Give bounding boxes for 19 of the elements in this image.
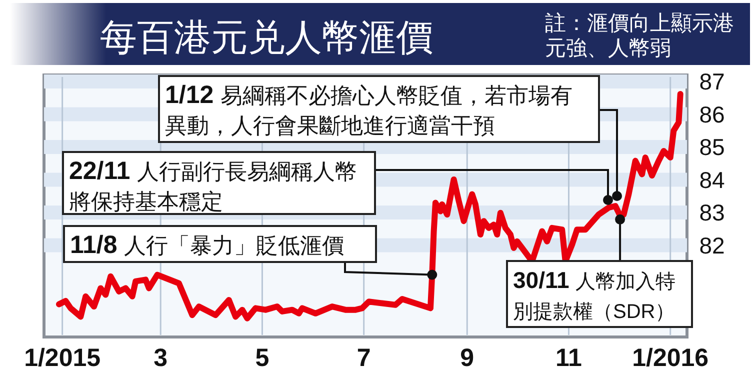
x-tick-label: 1/2015 [24, 344, 101, 372]
annotation: 1/12 易綱稱不必擔心人幣貶值，若市場有異動，人行會果斷地進行適當干預 [165, 81, 573, 138]
y-tick-label: 82 [699, 232, 725, 258]
y-tick-label: 84 [699, 166, 725, 193]
y-tick-label: 85 [699, 134, 725, 160]
x-tick-label: 1/2016 [632, 344, 709, 372]
y-tick-label: 86 [699, 101, 725, 128]
annotation: 30/11 人幣加入特別提款權（SDR） [513, 267, 676, 323]
x-tick-label: 7 [356, 344, 371, 372]
x-tick-label: 3 [154, 344, 168, 372]
y-tick-label: 83 [699, 200, 725, 226]
chart-subtitle: 註：滙價向上顯示港元強、人幣弱 [545, 12, 734, 60]
x-tick-label: 9 [460, 344, 474, 372]
annotation: 11/8 人行「暴力」貶低滙價 [70, 231, 344, 259]
x-tick-label: 5 [255, 344, 270, 372]
x-tick-label: 11 [556, 344, 582, 372]
y-tick-label: 87 [699, 68, 725, 95]
chart-title: 每百港元兑人幣滙價 [100, 17, 433, 58]
annotation: 22/11 人行副行長易綱稱人幣將保持基本穩定 [69, 157, 358, 214]
